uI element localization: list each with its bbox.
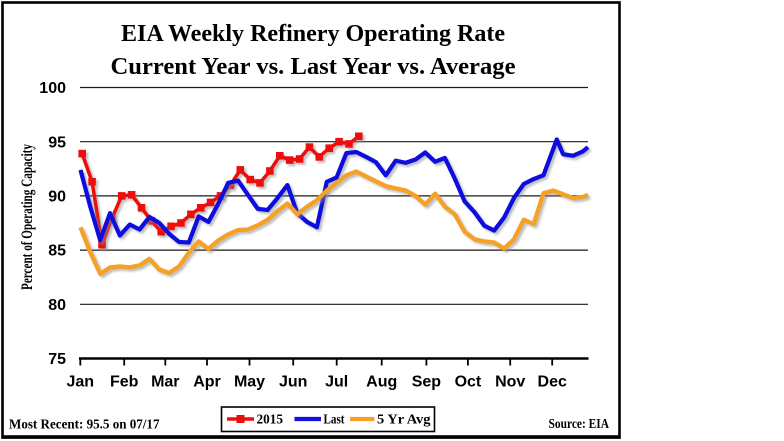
svg-text:Sep: Sep: [412, 374, 442, 391]
svg-text:Apr: Apr: [193, 374, 221, 391]
svg-text:5 Yr Avg: 5 Yr Avg: [377, 412, 431, 427]
svg-text:May: May: [234, 374, 265, 391]
svg-text:80: 80: [48, 297, 66, 314]
svg-text:Jun: Jun: [279, 374, 307, 391]
svg-text:2015: 2015: [257, 412, 284, 427]
svg-text:Last: Last: [324, 412, 345, 427]
svg-text:Percent of Operating Capacity: Percent of Operating Capacity: [19, 144, 36, 290]
svg-text:100: 100: [39, 80, 66, 97]
svg-text:Feb: Feb: [110, 374, 139, 391]
svg-text:Current Year vs. Last Year vs.: Current Year vs. Last Year vs. Average: [111, 53, 516, 80]
svg-text:EIA Weekly Refinery Operating: EIA Weekly Refinery Operating Rate: [121, 20, 505, 47]
svg-text:75: 75: [48, 351, 66, 368]
svg-text:90: 90: [48, 189, 66, 206]
svg-text:Jul: Jul: [325, 374, 348, 391]
svg-text:Source: EIA: Source: EIA: [549, 416, 610, 431]
svg-text:85: 85: [48, 243, 66, 260]
svg-text:Jan: Jan: [67, 374, 95, 391]
svg-text:95: 95: [48, 134, 66, 151]
svg-text:Most Recent: 95.5 on 07/17: Most Recent: 95.5 on 07/17: [9, 416, 160, 431]
svg-text:Oct: Oct: [455, 374, 482, 391]
svg-text:Nov: Nov: [495, 374, 525, 391]
svg-text:Aug: Aug: [366, 374, 397, 391]
svg-text:Mar: Mar: [151, 374, 179, 391]
svg-text:Dec: Dec: [538, 374, 567, 391]
